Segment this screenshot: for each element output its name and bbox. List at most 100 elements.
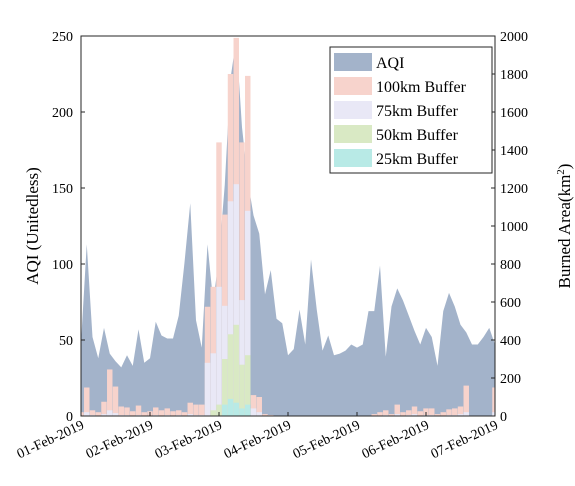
bar-75km-buffer xyxy=(101,414,107,416)
y-tick-label: 50 xyxy=(59,334,73,349)
aqi-area xyxy=(81,39,495,416)
bar-100km-buffer xyxy=(176,410,182,416)
bar-75km-buffer xyxy=(112,413,119,416)
bar-100km-buffer xyxy=(371,414,377,416)
bar-50km-buffer xyxy=(233,324,239,416)
bar-100km-buffer xyxy=(170,411,176,416)
bar-100km-buffer xyxy=(411,406,418,416)
y-tick-label: 150 xyxy=(52,182,73,197)
bar-75km-buffer xyxy=(84,412,90,416)
legend-swatch xyxy=(334,53,372,71)
bar-100km-buffer xyxy=(164,408,170,416)
x-tick-label: 03-Feb-2019 xyxy=(153,418,225,462)
legend-swatch xyxy=(334,101,372,119)
y2-tick-label: 1200 xyxy=(500,182,528,197)
legend-swatch xyxy=(334,77,372,95)
bar-100km-buffer xyxy=(181,412,188,416)
bar-100km-buffer xyxy=(400,412,406,416)
bar-100km-buffer xyxy=(434,414,441,416)
bar-100km-buffer xyxy=(135,405,142,416)
bar-50km-buffer xyxy=(216,404,222,416)
legend-swatch xyxy=(334,125,372,143)
bar-75km-buffer xyxy=(457,414,464,416)
legend-label: 50km Buffer xyxy=(376,127,459,144)
y2-tick-label: 600 xyxy=(500,296,521,311)
bar-100km-buffer xyxy=(394,404,400,416)
y2-axis-title: Burned Area(km2) xyxy=(555,164,574,289)
y-tick-label: 200 xyxy=(52,106,73,121)
y2-tick-label: 0 xyxy=(500,410,507,425)
y2-axis-title-superscript: 2 xyxy=(555,169,567,175)
bar-100km-buffer xyxy=(256,397,262,416)
bar-75km-buffer xyxy=(250,408,257,416)
bar-100km-buffer xyxy=(262,414,268,416)
bar-75km-buffer xyxy=(463,412,469,416)
bar-100km-buffer xyxy=(89,410,96,416)
bar-50km-buffer xyxy=(222,359,228,416)
bar-100km-buffer xyxy=(130,411,136,416)
bar-100km-buffer xyxy=(107,369,113,416)
legend-swatch xyxy=(334,149,372,167)
bar-100km-buffer xyxy=(417,411,423,416)
bar-100km-buffer xyxy=(239,142,245,416)
bar-75km-buffer xyxy=(187,414,193,416)
x-tick-label: 07-Feb-2019 xyxy=(429,418,501,462)
bar-50km-buffer xyxy=(245,355,251,416)
bar-75km-buffer xyxy=(204,362,211,416)
bar-75km-buffer xyxy=(394,414,400,416)
x-tick-label: 06-Feb-2019 xyxy=(360,418,432,462)
bar-100km-buffer xyxy=(81,412,84,416)
y2-tick-label: 400 xyxy=(500,334,521,349)
bar-50km-buffer xyxy=(227,334,234,416)
y2-tick-label: 1600 xyxy=(500,106,528,121)
y2-tick-label: 800 xyxy=(500,258,521,273)
bar-100km-buffer xyxy=(383,410,389,416)
bar-75km-buffer xyxy=(492,412,495,416)
bar-75km-buffer xyxy=(239,300,245,416)
bar-100km-buffer xyxy=(141,412,147,416)
bar-75km-buffer xyxy=(210,353,216,416)
y-axis-title: AQI (Unitedless) xyxy=(23,167,42,285)
bar-100km-buffer xyxy=(153,407,159,416)
y2-tick-label: 200 xyxy=(500,372,521,387)
y2-tick-label: 1000 xyxy=(500,220,528,235)
bar-100km-buffer xyxy=(377,412,383,416)
bar-100km-buffer xyxy=(406,410,412,416)
x-tick-label: 01-Feb-2019 xyxy=(15,418,87,462)
bar-100km-buffer xyxy=(84,387,90,416)
y-tick-label: 250 xyxy=(52,30,73,45)
bar-100km-buffer xyxy=(187,402,193,416)
legend-label: 100km Buffer xyxy=(376,79,467,96)
y2-axis-title-main: Burned Area(km xyxy=(555,175,574,289)
bar-100km-buffer xyxy=(158,410,165,416)
y2-tick-label: 2000 xyxy=(500,30,528,45)
y2-tick-label: 1800 xyxy=(500,68,528,83)
bar-25km-buffer xyxy=(227,398,234,416)
bar-100km-buffer xyxy=(216,142,222,416)
bar-100km-buffer xyxy=(429,408,435,416)
bar-100km-buffer xyxy=(112,386,119,416)
y2-tick-label: 1400 xyxy=(500,144,528,159)
bar-100km-buffer xyxy=(95,412,101,416)
bar-50km-buffer xyxy=(239,364,245,416)
bar-100km-buffer xyxy=(199,404,205,416)
legend-label: AQI xyxy=(376,55,404,72)
bar-25km-buffer xyxy=(245,404,251,416)
bar-100km-buffer xyxy=(101,401,107,416)
bar-100km-buffer xyxy=(210,286,216,416)
bar-25km-buffer xyxy=(222,404,228,416)
bar-100km-buffer xyxy=(118,406,124,416)
legend: AQI 100km Buffer 75km Buffer 50km Buffer 25k… xyxy=(329,46,493,174)
bar-100km-buffer xyxy=(446,409,452,416)
bar-100km-buffer xyxy=(124,407,130,416)
x-tick-label: 04-Feb-2019 xyxy=(222,418,294,462)
bar-25km-buffer xyxy=(233,402,239,416)
bar-100km-buffer xyxy=(452,408,458,416)
bar-75km-buffer xyxy=(256,412,262,416)
x-tick-label: 05-Feb-2019 xyxy=(291,418,363,462)
bar-100km-buffer xyxy=(440,412,446,416)
y2-axis-title-close: ) xyxy=(555,164,574,170)
bar-75km-buffer xyxy=(245,210,251,416)
bar-100km-buffer xyxy=(193,404,199,416)
